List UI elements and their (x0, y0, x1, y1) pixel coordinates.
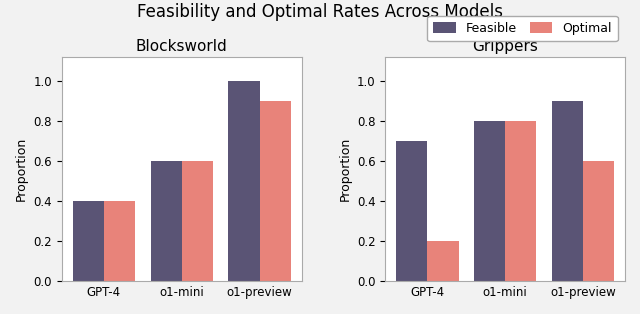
Title: Blocksworld: Blocksworld (136, 39, 228, 54)
Bar (182, 161, 213, 281)
Y-axis label: Proportion: Proportion (15, 137, 28, 201)
Bar (259, 101, 291, 281)
Bar (228, 81, 259, 281)
Legend: Feasible, Optimal: Feasible, Optimal (427, 16, 618, 41)
Bar (505, 121, 536, 281)
Bar (104, 201, 135, 281)
Bar (583, 161, 614, 281)
Bar (150, 161, 182, 281)
Bar (474, 121, 505, 281)
Title: Grippers: Grippers (472, 39, 538, 54)
Bar (73, 201, 104, 281)
Bar (396, 141, 428, 281)
Text: Feasibility and Optimal Rates Across Models: Feasibility and Optimal Rates Across Mod… (137, 3, 503, 21)
Y-axis label: Proportion: Proportion (339, 137, 351, 201)
Bar (552, 101, 583, 281)
Bar (428, 241, 458, 281)
